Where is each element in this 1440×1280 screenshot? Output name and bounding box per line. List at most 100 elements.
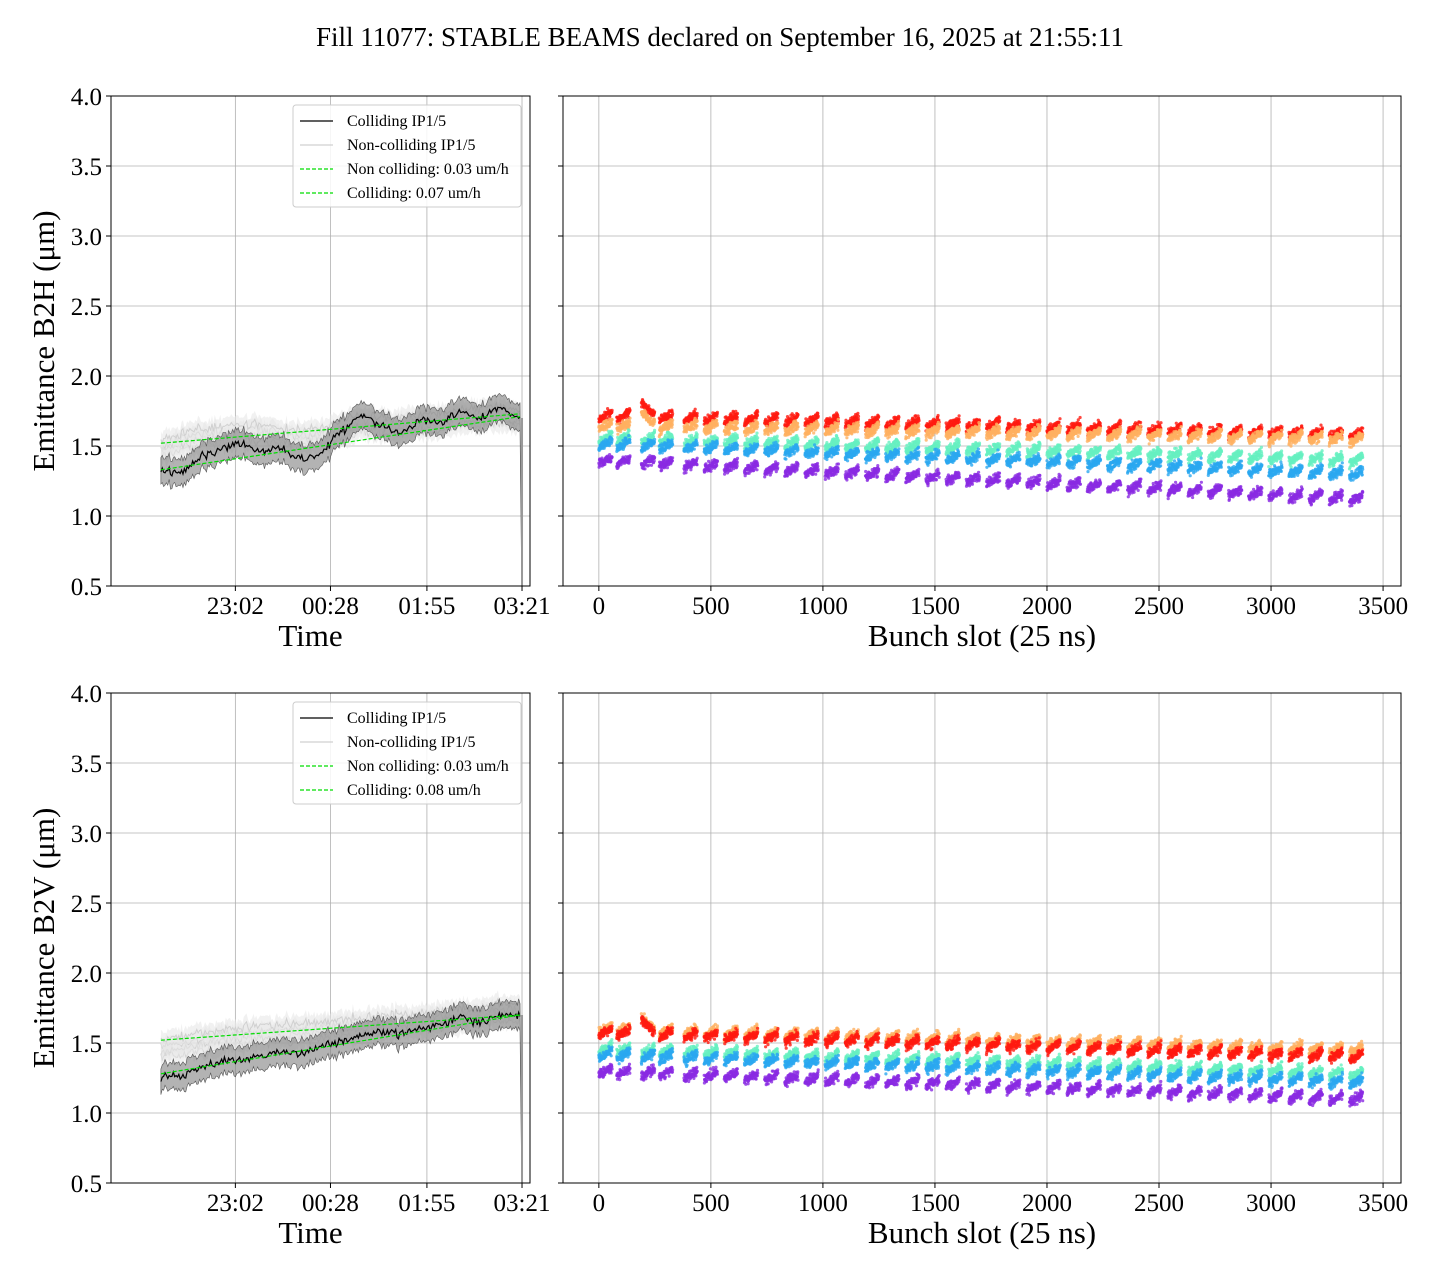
- x-axis-label: Time: [278, 618, 342, 653]
- bunch-point: [917, 419, 921, 423]
- bunch-point: [1179, 432, 1183, 436]
- bunch-point: [1018, 426, 1022, 430]
- bunch-point: [1133, 437, 1137, 441]
- bunch-point: [1156, 420, 1160, 424]
- bunch-point: [1138, 430, 1142, 434]
- bunch-point: [1159, 428, 1163, 432]
- bunch-point: [856, 414, 861, 418]
- bunch-point: [1119, 427, 1123, 431]
- bunch-point: [671, 418, 675, 422]
- bunch-point: [1139, 424, 1143, 428]
- bunch-point: [1280, 425, 1284, 429]
- x-tick-label: 00:28: [302, 593, 359, 620]
- bunch-point: [1319, 423, 1323, 427]
- bunch-point: [1098, 426, 1103, 430]
- bunch-point: [671, 412, 675, 416]
- bunch-point: [832, 430, 836, 434]
- x-tick-label: 2000: [1022, 593, 1072, 620]
- bunch-point: [876, 425, 880, 429]
- bunch-point: [897, 419, 901, 424]
- figure-title: Fill 11077: STABLE BEAMS declared on Sep…: [316, 22, 1124, 52]
- bunch-point: [816, 423, 820, 427]
- bunch-point: [856, 427, 860, 431]
- bunch-point: [855, 430, 860, 434]
- bunch-point: [735, 415, 739, 419]
- bunch-point: [1038, 427, 1042, 431]
- bunch-point: [1317, 439, 1321, 443]
- bunch-point: [727, 431, 732, 435]
- bunch-point: [695, 432, 699, 437]
- x-tick-label: 1500: [910, 593, 960, 620]
- legend-entry: Colliding: 0.07 um/h: [347, 185, 481, 202]
- bunch-point: [627, 429, 631, 433]
- bunch-point: [990, 435, 994, 439]
- bunch-point: [1159, 421, 1163, 425]
- bunch-point: [610, 430, 614, 434]
- bunch-point: [715, 423, 720, 427]
- bunch-point: [924, 438, 928, 442]
- bunch-point: [957, 417, 961, 421]
- bunch-point: [816, 411, 820, 415]
- bunch-point: [1199, 432, 1203, 436]
- bunch-point: [836, 425, 840, 429]
- bunch-point: [616, 432, 620, 436]
- bunch-point: [937, 422, 941, 426]
- bunch-point: [1098, 421, 1102, 425]
- bunch-point: [765, 424, 769, 428]
- bunch-point: [796, 421, 800, 426]
- bunch-point: [1139, 420, 1143, 425]
- bunch-point: [977, 428, 981, 432]
- bunch-point: [1289, 444, 1293, 448]
- bunch-point: [708, 429, 713, 433]
- bunch-point: [1334, 440, 1339, 445]
- panel-emittance-b2h-time: 0.51.01.52.02.53.03.54.023:02 00:28 01:55 0…: [26, 84, 550, 653]
- bunch-point: [895, 431, 900, 435]
- y-tick-label: 4.0: [71, 84, 102, 111]
- bunch-point: [1218, 433, 1222, 437]
- bunch-point: [693, 407, 697, 411]
- x-tick-label: 500: [692, 593, 730, 620]
- bunch-point: [1152, 438, 1156, 442]
- bunch-point: [628, 420, 632, 424]
- bunch-point: [1219, 428, 1224, 432]
- bunch-point: [750, 414, 754, 418]
- bunch-point: [734, 409, 738, 413]
- y-tick-label: 3.5: [71, 154, 102, 181]
- bunch-point: [1260, 431, 1264, 435]
- y-tick-label: 3.0: [71, 224, 102, 251]
- bunch-point: [756, 422, 760, 426]
- colliding-line: [160, 406, 521, 478]
- bunch-point: [735, 411, 740, 416]
- bunch-point: [653, 428, 657, 432]
- bunch-point: [936, 413, 940, 418]
- x-tick-label: 3500: [1358, 593, 1408, 620]
- bunch-point: [937, 426, 941, 430]
- bunch-point: [1320, 435, 1324, 439]
- bunch-point: [730, 413, 734, 417]
- bunch-point: [877, 423, 881, 427]
- bunch-point: [647, 404, 651, 408]
- x-tick-label: 03:21: [494, 593, 551, 620]
- bunch-point: [988, 419, 992, 423]
- x-tick-label: 01:55: [398, 593, 455, 620]
- bunch-point: [715, 418, 719, 423]
- bunch-point: [816, 414, 820, 418]
- bunch-point: [897, 415, 901, 419]
- fit-line: [160, 416, 521, 471]
- x-tick-label: 23:02: [207, 593, 264, 620]
- bunch-point: [845, 436, 849, 440]
- bunch-point: [628, 408, 632, 413]
- bunch-point: [776, 416, 780, 420]
- bunch-point: [610, 421, 614, 425]
- bunch-point: [1147, 442, 1151, 446]
- bunch-point: [957, 420, 962, 424]
- bunch-point: [695, 419, 699, 423]
- bunch-point: [776, 412, 780, 416]
- bunch-point: [856, 411, 860, 415]
- bunch-point: [877, 415, 881, 419]
- x-tick-label: 2500: [1134, 593, 1184, 620]
- legend-entry: Non colliding: 0.03 um/h: [347, 161, 509, 178]
- bunch-point: [1018, 418, 1022, 423]
